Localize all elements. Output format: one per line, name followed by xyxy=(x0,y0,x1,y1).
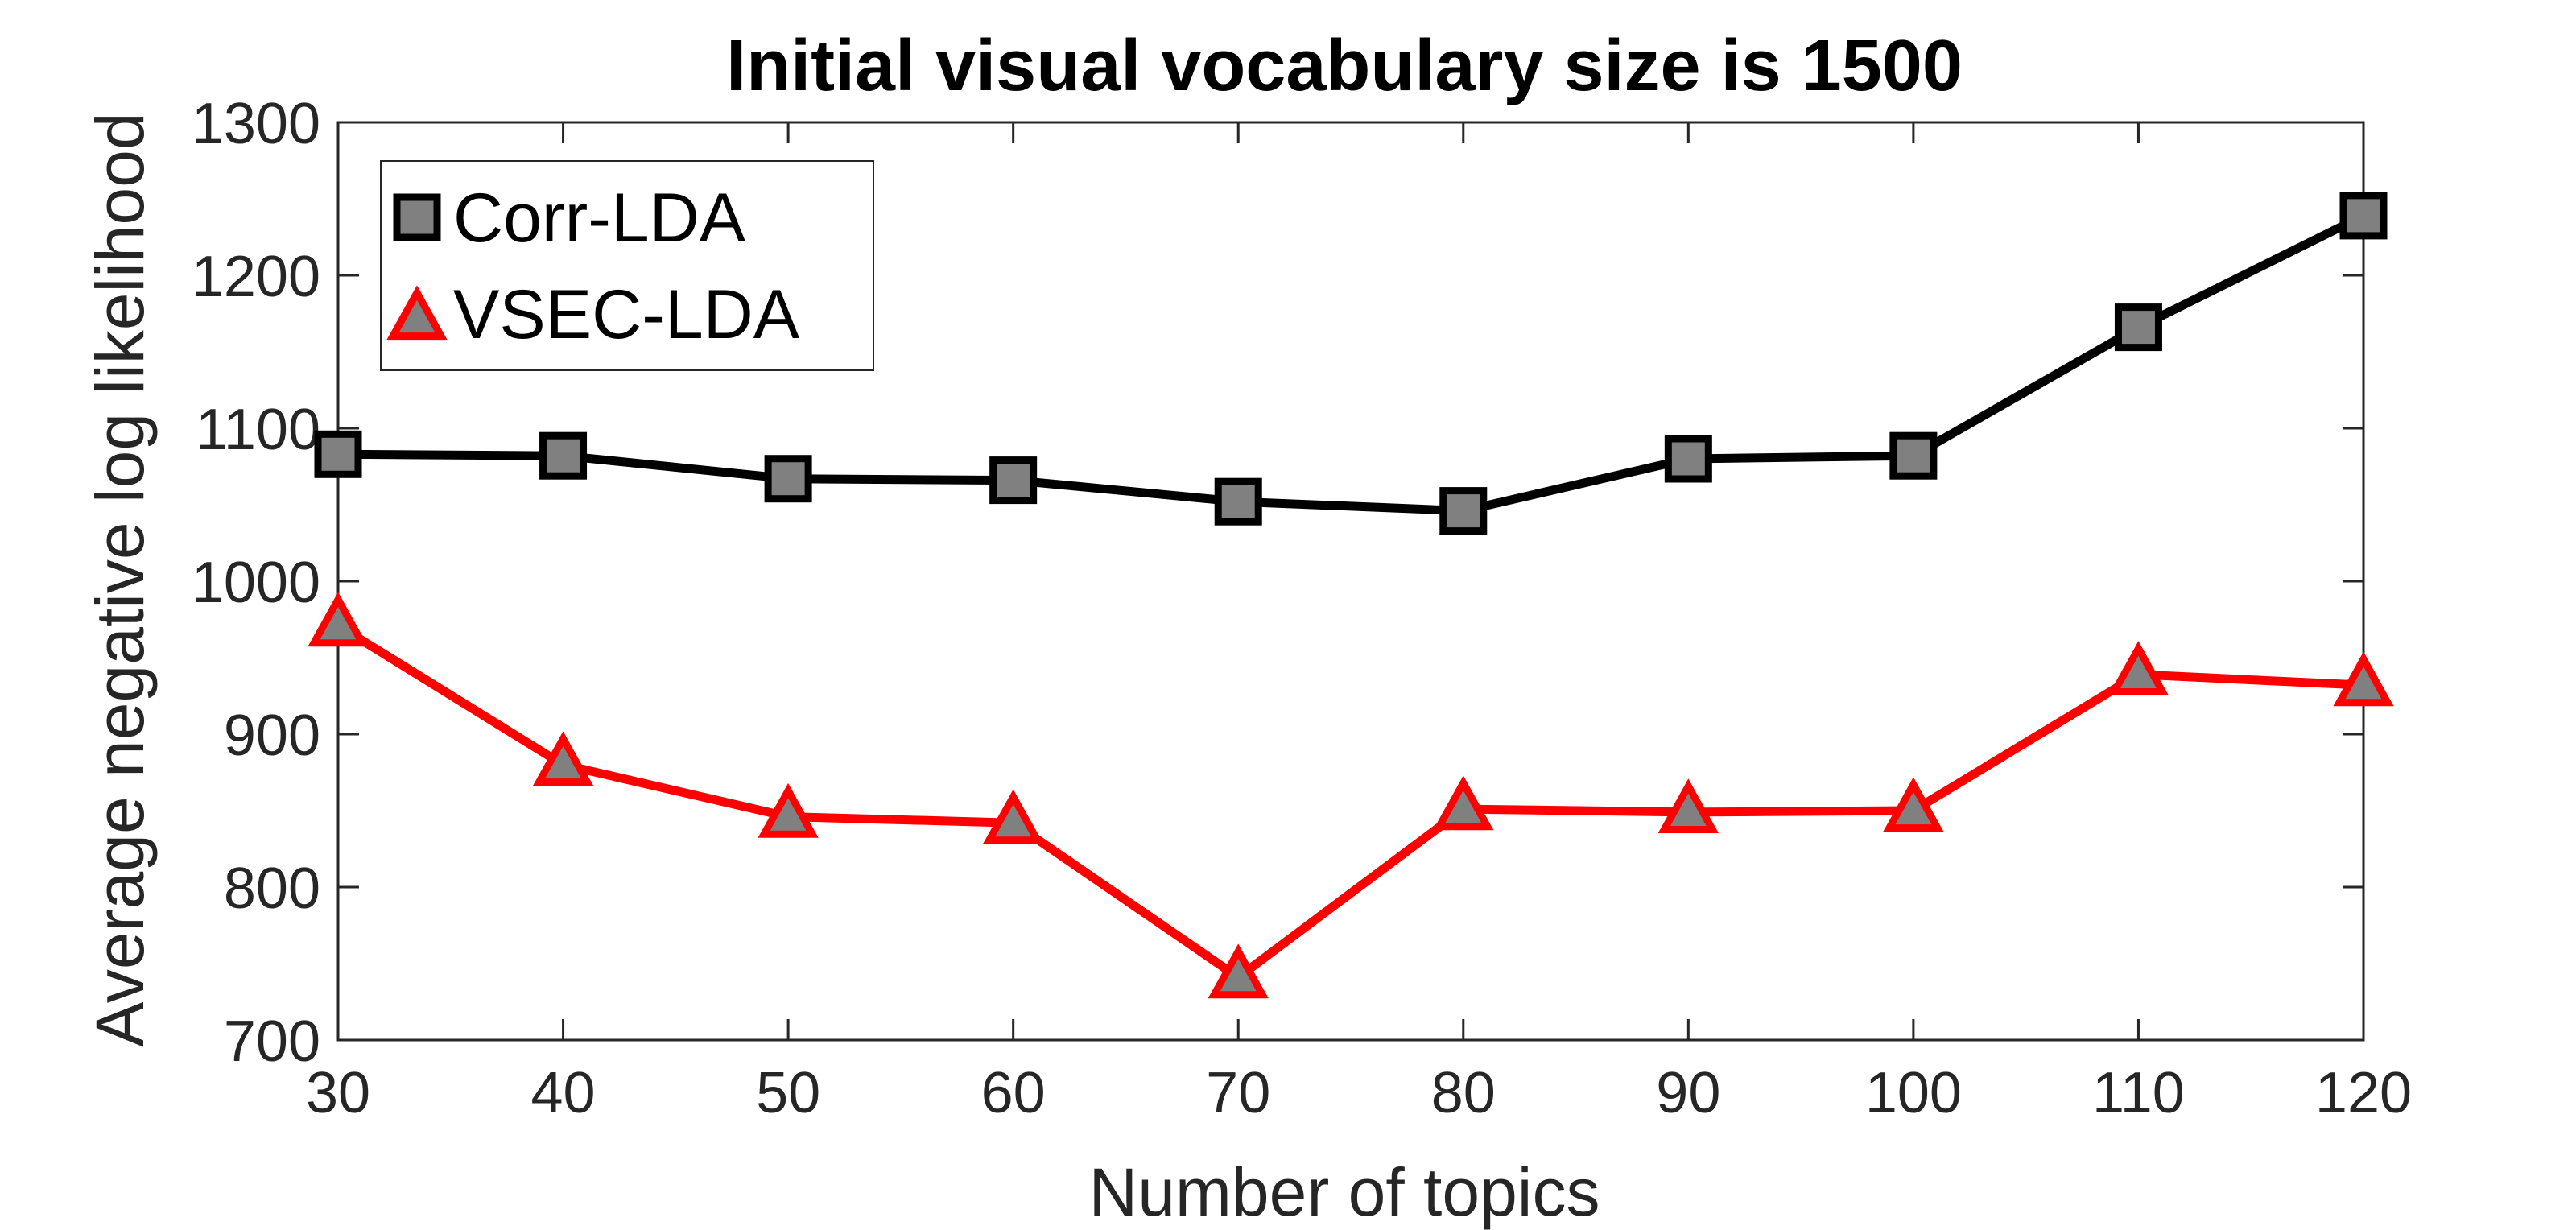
x-tick-label-100: 100 xyxy=(1865,1061,1962,1125)
marker-corr-lda-60 xyxy=(989,456,1038,505)
series-line-corr-lda xyxy=(337,211,2366,516)
x-tick-label-50: 50 xyxy=(756,1061,820,1125)
marker-vsec-lda-30 xyxy=(308,592,369,647)
x-tick-label-40: 40 xyxy=(531,1061,596,1125)
marker-corr-lda-30 xyxy=(314,430,362,478)
marker-corr-lda-70 xyxy=(1214,477,1262,526)
x-tick-label-90: 90 xyxy=(1656,1061,1720,1125)
y-tick-label-1300: 1300 xyxy=(192,92,320,156)
marker-corr-lda-110 xyxy=(2114,303,2162,352)
marker-corr-lda-120 xyxy=(2339,192,2388,240)
marker-corr-lda-50 xyxy=(764,455,812,503)
marker-vsec-lda-70 xyxy=(1208,943,1269,999)
marker-vsec-lda-100 xyxy=(1883,777,1944,832)
marker-vsec-lda-40 xyxy=(532,731,594,786)
y-tick-label-800: 800 xyxy=(224,856,320,921)
marker-corr-lda-90 xyxy=(1664,435,1712,483)
legend-label-vsec-lda: VSEC-LDA xyxy=(453,276,800,353)
y-tick-label-700: 700 xyxy=(224,1009,320,1074)
x-tick-label-80: 80 xyxy=(1431,1061,1496,1125)
marker-vsec-lda-50 xyxy=(758,782,819,838)
marker-vsec-lda-90 xyxy=(1657,778,1719,833)
y-tick-label-1200: 1200 xyxy=(192,245,320,309)
marker-corr-lda-100 xyxy=(1889,431,1938,480)
marker-vsec-lda-120 xyxy=(2333,651,2394,707)
y-tick-label-1000: 1000 xyxy=(192,551,320,615)
marker-vsec-lda-60 xyxy=(983,789,1044,844)
x-tick-label-70: 70 xyxy=(1206,1061,1270,1125)
x-tick-label-60: 60 xyxy=(981,1061,1046,1125)
marker-corr-lda-40 xyxy=(539,431,588,480)
legend-label-corr-lda: Corr-LDA xyxy=(453,180,746,257)
marker-corr-lda-80 xyxy=(1439,487,1488,535)
x-tick-label-110: 110 xyxy=(2092,1061,2185,1125)
x-tick-label-30: 30 xyxy=(306,1061,370,1125)
marker-vsec-lda-110 xyxy=(2107,641,2169,695)
plot-area: 30 40 50 60 70 80 90 100 110 120 700 800 900 1000 1100… xyxy=(192,92,2412,1125)
chart-title: Initial visual vocabulary size is 1500 xyxy=(726,26,1963,106)
legend-marker-corr-lda xyxy=(393,193,441,241)
y-axis-title: Average negative log likelihood xyxy=(82,112,158,1046)
x-tick-label-120: 120 xyxy=(2315,1061,2412,1125)
y-tick-label-1100: 1100 xyxy=(196,398,320,462)
y-tick-label-900: 900 xyxy=(224,704,320,768)
legend: Corr-LDA VSEC-LDA xyxy=(380,160,874,371)
legend-box xyxy=(380,160,874,371)
marker-vsec-lda-80 xyxy=(1433,775,1494,831)
x-axis-title: Number of topics xyxy=(1089,1154,1600,1230)
series-line-vsec-lda xyxy=(336,621,2364,982)
legend-marker-vsec-lda xyxy=(386,285,448,341)
